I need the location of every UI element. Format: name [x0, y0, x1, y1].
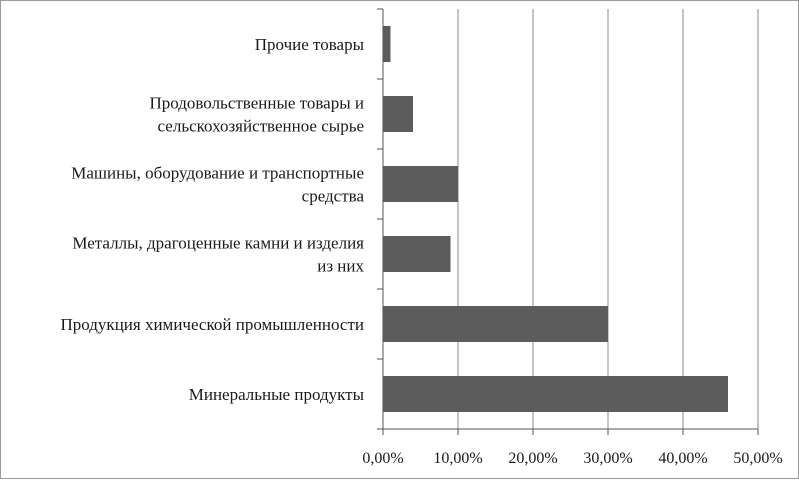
bar-1: [383, 306, 608, 342]
x-tick-label-3: 30,00%: [583, 450, 632, 467]
bar-4: [383, 96, 413, 132]
x-tick-label-5: 50,00%: [733, 450, 782, 467]
bar-5: [383, 26, 391, 62]
category-label-0: Минеральные продукты: [189, 385, 365, 404]
x-tick-label-1: 10,00%: [433, 450, 482, 467]
category-label-5: Прочие товары: [255, 35, 365, 54]
x-tick-label-0: 0,00%: [362, 450, 403, 467]
category-label-3: Машины, оборудование и транспортные средс…: [71, 164, 364, 206]
category-label-1: Продукция химической промышленности: [61, 315, 365, 334]
category-label-2: Металлы, драгоценные камни и изделия из н…: [72, 234, 364, 276]
x-tick-label-4: 40,00%: [658, 450, 707, 467]
x-tick-label-2: 20,00%: [508, 450, 557, 467]
bar-0: [383, 376, 728, 412]
bar-3: [383, 166, 458, 202]
category-label-4: Продовольственные товары и сельскохозяйст…: [149, 94, 364, 136]
bar-2: [383, 236, 451, 272]
